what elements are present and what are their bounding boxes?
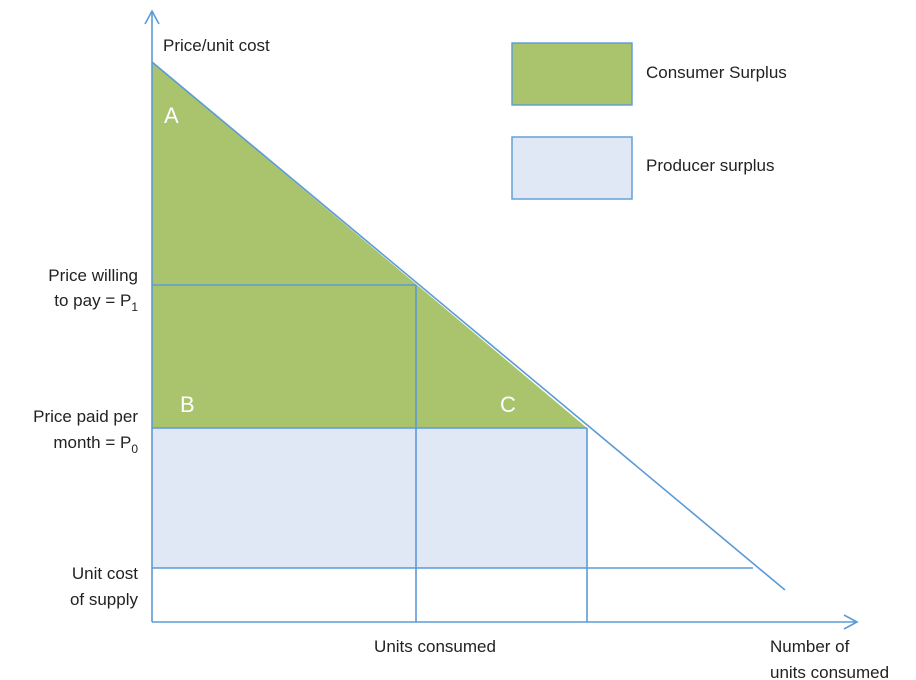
x-axis-label: units consumed bbox=[770, 663, 889, 680]
legend-swatch bbox=[511, 42, 633, 106]
p0-label-text: month = P bbox=[53, 433, 131, 452]
demand-line bbox=[151, 61, 786, 591]
legend-label: Consumer Surplus bbox=[646, 63, 787, 82]
units-consumed-label: Units consumed bbox=[374, 637, 496, 656]
y-axis-label: Price/unit cost bbox=[163, 36, 270, 55]
p1-subscript: 1 bbox=[131, 300, 138, 314]
y-axis-arrow bbox=[144, 9, 160, 25]
p1-label-text: to pay = P bbox=[54, 291, 131, 310]
unit-cost-label: of supply bbox=[70, 590, 139, 609]
x-axis-arrow bbox=[843, 614, 859, 630]
region-label: B bbox=[180, 392, 195, 417]
producer-surplus-area bbox=[152, 428, 587, 568]
legend-label: Producer surplus bbox=[646, 156, 775, 175]
p1-label: to pay = P1 bbox=[54, 291, 138, 314]
p1-label: Price willing bbox=[48, 266, 138, 285]
p0-label: month = P0 bbox=[53, 433, 138, 456]
region-label: A bbox=[164, 103, 179, 128]
p0-label: Price paid per bbox=[33, 407, 138, 426]
legend-swatch bbox=[511, 136, 633, 200]
region-label: C bbox=[500, 392, 516, 417]
x-axis-label: Number of bbox=[770, 637, 850, 656]
p0-subscript: 0 bbox=[131, 442, 138, 456]
unit-cost-label: Unit cost bbox=[72, 564, 138, 583]
